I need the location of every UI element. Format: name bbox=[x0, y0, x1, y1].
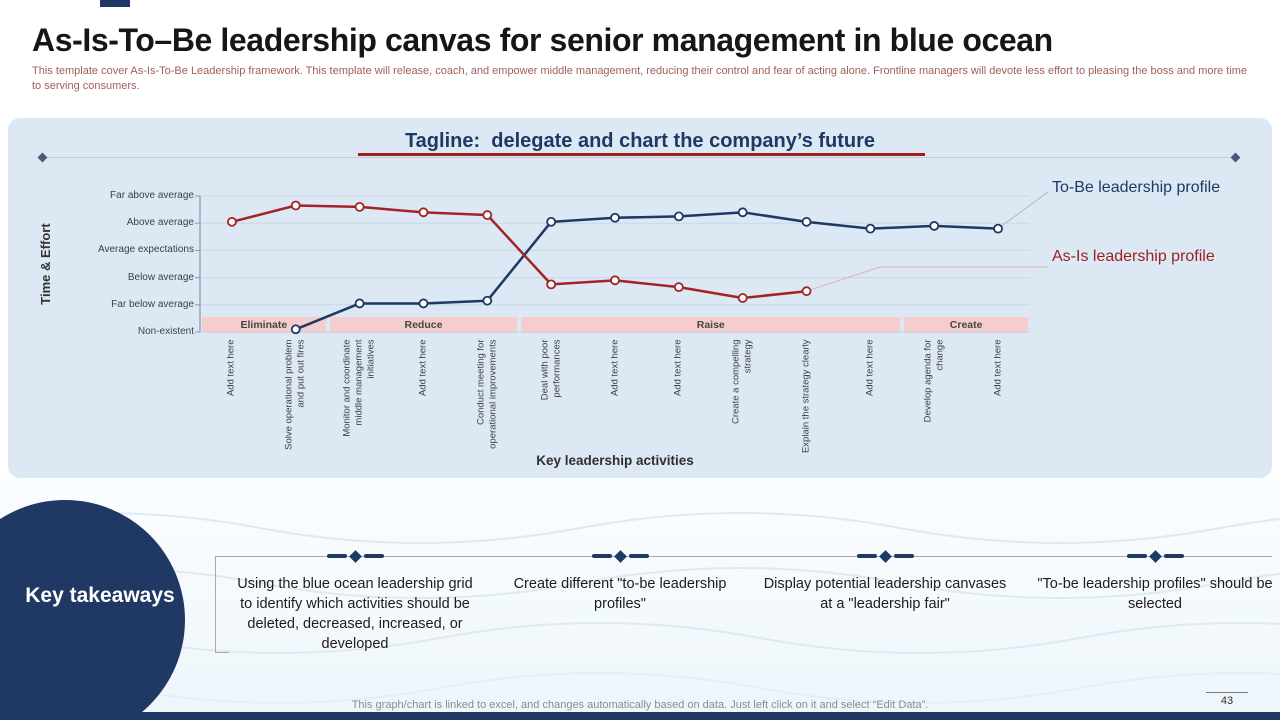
diamond-icon bbox=[1148, 549, 1162, 563]
band-create: Create bbox=[904, 317, 1028, 333]
takeaway-item: Using the blue ocean leadership grid to … bbox=[230, 548, 480, 654]
y-tick-label: Below average bbox=[127, 271, 194, 283]
category-label: Add text here bbox=[417, 339, 429, 397]
band-raise: Raise bbox=[521, 317, 901, 333]
marker-dash bbox=[1126, 554, 1147, 558]
category-label: Explain the strategy clearly bbox=[800, 339, 812, 454]
bottom-accent-bar bbox=[0, 712, 1280, 720]
takeaway-text: Create different "to-be leadership profi… bbox=[513, 576, 727, 612]
marker-dash bbox=[326, 554, 347, 558]
takeaway-diamond-marker-icon bbox=[326, 548, 384, 564]
category-label: Solve operational problem and put out fi… bbox=[283, 339, 307, 450]
takeaway-diamond-marker-icon bbox=[856, 548, 914, 564]
slide-subtitle: This template cover As-Is-To-Be Leadersh… bbox=[32, 65, 1248, 92]
takeaway-item: "To-be leadership profiles" should be se… bbox=[1030, 548, 1280, 614]
category-label: Add text here bbox=[609, 339, 620, 397]
waves-background bbox=[0, 478, 1280, 713]
category-label: Add text here bbox=[992, 339, 1004, 397]
marker-dash bbox=[1163, 554, 1184, 558]
marker-dash bbox=[591, 554, 612, 558]
top-accent-bar bbox=[100, 0, 130, 7]
footer-note: This graph/chart is linked to excel, and… bbox=[351, 699, 929, 711]
takeaway-text: Display potential leadership canvases at… bbox=[763, 576, 1007, 612]
page-number: 43 bbox=[1206, 692, 1248, 707]
legend-as-is-profile: As-Is leadership profile bbox=[1052, 248, 1215, 265]
tagline-underline bbox=[358, 153, 925, 156]
takeaways-vertical-line bbox=[215, 556, 216, 653]
diamond-icon bbox=[348, 549, 362, 563]
y-tick-label: Above average bbox=[126, 217, 194, 229]
category-label: Develop agenda for change bbox=[922, 339, 946, 423]
y-tick-label: Non-existent bbox=[137, 326, 194, 337]
y-tick-label: Far below average bbox=[111, 298, 194, 310]
takeaway-item: Display potential leadership canvases at… bbox=[760, 548, 1010, 614]
category-label: Add text here bbox=[864, 339, 876, 397]
category-label: Monitor and coordinate middle management… bbox=[341, 339, 377, 437]
y-tick-label: Far above average bbox=[110, 190, 194, 201]
band-eliminate: Eliminate bbox=[202, 317, 326, 333]
tagline-divider-line bbox=[40, 157, 1238, 158]
category-label: Conduct meeting for operational improvem… bbox=[475, 339, 499, 449]
takeaway-text: "To-be leadership profiles" should be se… bbox=[1037, 576, 1273, 612]
diamond-icon bbox=[613, 549, 627, 563]
key-takeaways-heading: Key takeaways bbox=[25, 584, 175, 607]
chart-panel bbox=[8, 118, 1272, 478]
marker-dash bbox=[363, 554, 384, 558]
page-title: As-Is-To–Be leadership canvas for senior… bbox=[32, 22, 1053, 58]
band-reduce: Reduce bbox=[329, 317, 518, 333]
takeaway-diamond-marker-icon bbox=[591, 548, 649, 564]
y-axis-title: Time & Effort bbox=[38, 223, 53, 305]
takeaways-line-stub bbox=[215, 652, 229, 653]
category-label: Add text here bbox=[672, 339, 684, 397]
takeaway-diamond-marker-icon bbox=[1126, 548, 1184, 564]
y-tick-label: Average expectations bbox=[98, 244, 194, 256]
category-label: Add text here bbox=[225, 339, 237, 397]
marker-dash bbox=[856, 554, 877, 558]
marker-dash bbox=[893, 554, 914, 558]
legend-to-be-profile: To-Be leadership profile bbox=[1052, 179, 1221, 196]
takeaways-horizontal-line bbox=[215, 556, 1272, 557]
category-label: Deal with poor performances bbox=[539, 339, 563, 401]
diamond-icon bbox=[878, 549, 892, 563]
marker-dash bbox=[628, 554, 649, 558]
takeaway-item: Create different "to-be leadership profi… bbox=[495, 548, 745, 614]
x-axis-title: Key leadership activities bbox=[536, 453, 694, 468]
takeaway-text: Using the blue ocean leadership grid to … bbox=[237, 576, 473, 652]
category-label: Create a compelling strategy bbox=[730, 339, 754, 425]
chart-tagline: Tagline: delegate and chart the company’… bbox=[404, 130, 876, 152]
